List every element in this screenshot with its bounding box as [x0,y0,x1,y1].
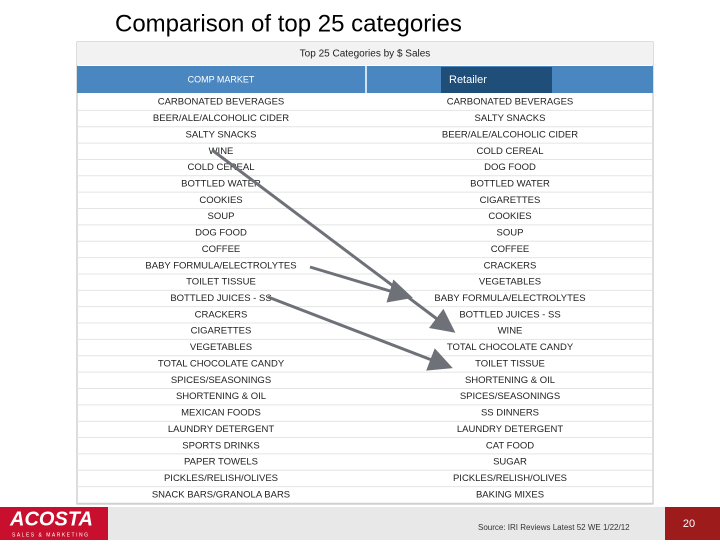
table-cell: SALTY SNACKS [475,113,546,124]
table-cell: VEGETABLES [479,277,541,288]
logo-box [0,507,108,540]
table-cell: SPORTS DRINKS [182,440,259,451]
arrow [267,295,453,371]
table-cell: CARBONATED BEVERAGES [158,97,285,108]
table-cell: COLD CEREAL [476,146,543,157]
table-cell: BOTTLED WATER [470,178,550,189]
table-cell: SHORTENING & OIL [465,375,555,386]
table-cell: DOG FOOD [195,228,247,239]
column-header: Retailer [449,74,487,86]
table-cell: BOTTLED WATER [181,178,261,189]
table-cell: SPICES/SEASONINGS [171,375,271,386]
table-cell: CRACKERS [484,260,537,271]
table-cell: BOTTLED JUICES - SS [459,309,560,320]
arrow [309,265,413,303]
table-cell: SALTY SNACKS [186,129,257,140]
table-cell: PICKLES/RELISH/OLIVES [164,473,278,484]
page-number-box [665,507,720,540]
header-row [77,66,653,93]
table-cell: BEER/ALE/ALCOHOLIC CIDER [153,113,289,124]
table-cell: SOUP [497,228,524,239]
table-cell: WINE [209,146,234,157]
table-cell: COFFEE [202,244,241,255]
table-title-bar [77,42,653,65]
table-cell: SS DINNERS [481,408,539,419]
table-cell: SHORTENING & OIL [176,391,266,402]
table-title: Top 25 Categories by $ Sales [300,49,431,60]
table-cell: COOKIES [199,195,242,206]
source-note: Source: IRI Reviews Latest 52 WE 1/22/12 [478,523,630,532]
table-cell: CARBONATED BEVERAGES [447,97,574,108]
table-cell: SOUP [208,211,235,222]
table-cell: SPICES/SEASONINGS [460,391,560,402]
table-cell: MEXICAN FOODS [181,408,261,419]
table-cell: TOTAL CHOCOLATE CANDY [158,358,285,369]
table-cell: BAKING MIXES [476,489,544,500]
table-cell: CIGARETTES [191,326,252,337]
table-cell: DOG FOOD [484,162,536,173]
retailer-highlight [441,67,552,93]
table-cell: LAUNDRY DETERGENT [168,424,274,435]
page-number: 20 [683,518,695,530]
table-cell: COLD CEREAL [187,162,254,173]
table-cell: BABY FORMULA/ELECTROLYTES [434,293,585,304]
table-frame [76,41,654,505]
table-body: CARBONATED BEVERAGES CARBONATED BEVERAGES… [77,97,653,504]
table-cell: COFFEE [491,244,530,255]
arrows [211,148,456,371]
table-cell: TOILET TISSUE [186,277,256,288]
table-cell: LAUNDRY DETERGENT [457,424,563,435]
table-cell: PAPER TOWELS [184,457,258,468]
table-cell: BOTTLED JUICES - SS [170,293,271,304]
table-cell: PICKLES/RELISH/OLIVES [453,473,567,484]
table-cell: COOKIES [488,211,531,222]
logo: ACOSTA [9,508,93,530]
table-cell: SNACK BARS/GRANOLA BARS [152,489,290,500]
logo-sub: SALES & MARKETING [12,532,89,538]
footer-bar [0,507,720,540]
slide-title: Comparison of top 25 categories [115,10,462,37]
table-cell: BABY FORMULA/ELECTROLYTES [145,260,296,271]
table-cell: CAT FOOD [486,440,534,451]
table-cell: TOILET TISSUE [475,358,545,369]
column-header: COMP MARKET [188,74,255,84]
table-cell: VEGETABLES [190,342,252,353]
table-cell: SUGAR [493,457,527,468]
table-cell: TOTAL CHOCOLATE CANDY [447,342,574,353]
table-cell: BEER/ALE/ALCOHOLIC CIDER [442,129,578,140]
table-cell: CIGARETTES [480,195,541,206]
table-cell: CRACKERS [195,309,248,320]
table-cell: WINE [498,326,523,337]
